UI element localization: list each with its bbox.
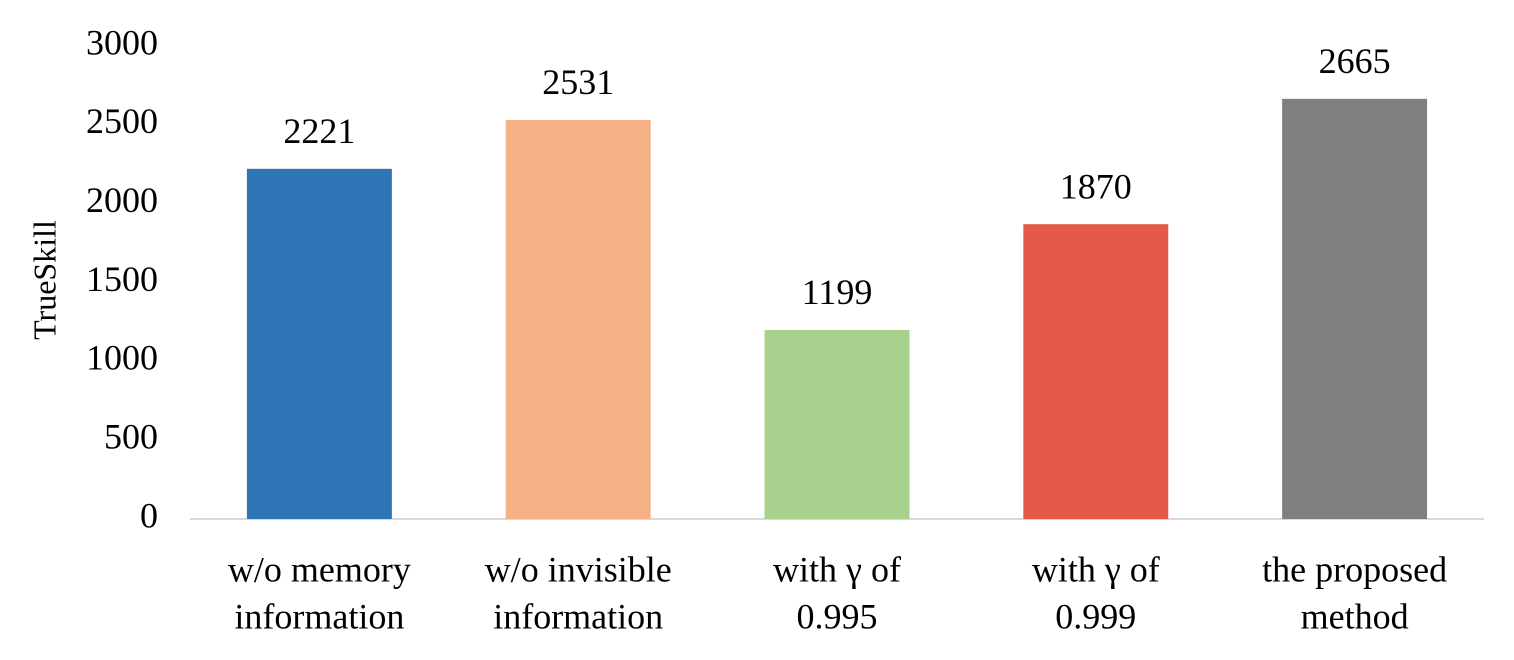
- value-label: 2531: [542, 62, 614, 102]
- y-tick-label: 3000: [86, 22, 158, 62]
- x-tick-label: 0.999: [1055, 596, 1136, 636]
- bar: [764, 329, 910, 519]
- x-tick-label: with γ of: [773, 549, 901, 589]
- x-tick-label: with γ of: [1032, 549, 1160, 589]
- y-tick-label: 1000: [86, 338, 158, 378]
- x-tick-label: 0.995: [797, 596, 878, 636]
- x-tick-label: w/o invisible: [485, 549, 672, 589]
- bar: [1023, 224, 1169, 519]
- x-tick-label: w/o memory: [228, 549, 411, 589]
- y-tick-label: 2500: [86, 101, 158, 141]
- y-tick-label: 500: [104, 416, 158, 456]
- bar: [505, 119, 651, 519]
- x-tick-label: information: [234, 596, 404, 636]
- value-label: 2221: [283, 111, 355, 151]
- x-tick-label: the proposed: [1262, 549, 1447, 589]
- y-tick-label: 1500: [86, 259, 158, 299]
- value-label: 2665: [1319, 41, 1391, 81]
- y-tick-label: 2000: [86, 180, 158, 220]
- y-axis-title: TrueSkill: [26, 220, 62, 340]
- x-tick-label: information: [493, 596, 663, 636]
- bar: [246, 168, 392, 519]
- y-tick-label: 0: [140, 495, 158, 535]
- x-tick-label: method: [1301, 596, 1409, 636]
- bar: [1282, 98, 1428, 520]
- value-label: 1199: [802, 272, 873, 312]
- value-label: 1870: [1060, 166, 1132, 206]
